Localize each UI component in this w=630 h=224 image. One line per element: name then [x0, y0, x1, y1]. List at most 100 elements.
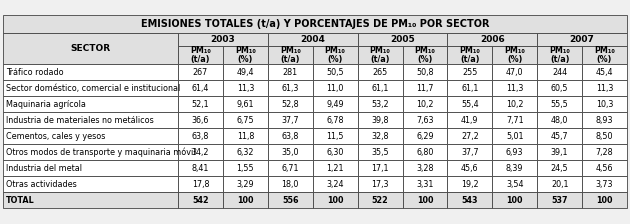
- Bar: [223, 64, 268, 80]
- Text: Otras actividades: Otras actividades: [6, 179, 77, 189]
- Text: 2003: 2003: [210, 35, 235, 44]
- Text: 18,0: 18,0: [282, 179, 299, 189]
- Bar: [3, 80, 178, 96]
- Text: 9,49: 9,49: [326, 99, 344, 108]
- Bar: [492, 64, 537, 80]
- Bar: [447, 176, 492, 192]
- Text: Industria del metal: Industria del metal: [6, 164, 82, 172]
- Text: 49,4: 49,4: [237, 67, 254, 77]
- Bar: [3, 144, 178, 160]
- Text: 37,7: 37,7: [282, 116, 299, 125]
- Bar: [447, 192, 492, 208]
- Text: 11,3: 11,3: [596, 84, 613, 93]
- Text: PM₁₀
(t/a): PM₁₀ (t/a): [280, 46, 301, 64]
- Text: 61,3: 61,3: [282, 84, 299, 93]
- Text: 3,24: 3,24: [326, 179, 344, 189]
- Text: 37,7: 37,7: [461, 147, 479, 157]
- Bar: [312, 176, 358, 192]
- Bar: [447, 160, 492, 176]
- Text: 2005: 2005: [390, 35, 415, 44]
- Bar: [582, 64, 627, 80]
- Text: 100: 100: [597, 196, 613, 205]
- Bar: [492, 192, 537, 208]
- Text: 5,01: 5,01: [506, 131, 524, 140]
- Text: 244: 244: [552, 67, 567, 77]
- Text: 39,8: 39,8: [371, 116, 389, 125]
- Bar: [582, 80, 627, 96]
- Text: PM₁₀
(t/a): PM₁₀ (t/a): [190, 46, 211, 64]
- Text: 556: 556: [282, 196, 299, 205]
- Bar: [403, 144, 447, 160]
- Bar: [358, 46, 403, 64]
- Bar: [312, 80, 358, 96]
- Bar: [223, 192, 268, 208]
- Bar: [312, 160, 358, 176]
- Text: Cementos, cales y yesos: Cementos, cales y yesos: [6, 131, 105, 140]
- Bar: [447, 33, 537, 46]
- Bar: [223, 46, 268, 64]
- Bar: [268, 80, 312, 96]
- Text: 36,6: 36,6: [192, 116, 209, 125]
- Text: 7,71: 7,71: [506, 116, 524, 125]
- Bar: [268, 112, 312, 128]
- Text: 267: 267: [193, 67, 208, 77]
- Bar: [312, 96, 358, 112]
- Bar: [582, 192, 627, 208]
- Text: 17,8: 17,8: [192, 179, 209, 189]
- Bar: [178, 64, 223, 80]
- Text: 48,0: 48,0: [551, 116, 568, 125]
- Bar: [178, 112, 223, 128]
- Text: 3,73: 3,73: [596, 179, 613, 189]
- Bar: [268, 128, 312, 144]
- Bar: [358, 33, 447, 46]
- Bar: [223, 144, 268, 160]
- Text: 3,28: 3,28: [416, 164, 433, 172]
- Bar: [537, 80, 582, 96]
- Text: 100: 100: [416, 196, 433, 205]
- Bar: [447, 96, 492, 112]
- Bar: [3, 112, 178, 128]
- Bar: [178, 192, 223, 208]
- Bar: [492, 46, 537, 64]
- Text: 1,55: 1,55: [236, 164, 254, 172]
- Text: 20,1: 20,1: [551, 179, 568, 189]
- Text: 6,80: 6,80: [416, 147, 433, 157]
- Bar: [223, 128, 268, 144]
- Bar: [358, 192, 403, 208]
- Bar: [358, 64, 403, 80]
- Bar: [447, 128, 492, 144]
- Text: 6,32: 6,32: [237, 147, 254, 157]
- Bar: [358, 112, 403, 128]
- Text: 2006: 2006: [480, 35, 505, 44]
- Bar: [3, 96, 178, 112]
- Text: 9,61: 9,61: [237, 99, 254, 108]
- Bar: [178, 33, 268, 46]
- Text: 19,2: 19,2: [461, 179, 479, 189]
- Bar: [358, 128, 403, 144]
- Text: 60,5: 60,5: [551, 84, 568, 93]
- Bar: [537, 96, 582, 112]
- Bar: [358, 96, 403, 112]
- Text: 52,1: 52,1: [192, 99, 209, 108]
- Text: 8,50: 8,50: [596, 131, 613, 140]
- Text: 3,29: 3,29: [236, 179, 254, 189]
- Text: PM₁₀
(%): PM₁₀ (%): [594, 46, 615, 64]
- Bar: [312, 46, 358, 64]
- Bar: [3, 160, 178, 176]
- Bar: [403, 96, 447, 112]
- Bar: [268, 46, 312, 64]
- Bar: [223, 112, 268, 128]
- Bar: [3, 33, 178, 64]
- Text: 3,31: 3,31: [416, 179, 433, 189]
- Text: 6,93: 6,93: [506, 147, 524, 157]
- Bar: [582, 160, 627, 176]
- Text: EMISIONES TOTALES (t/a) Y PORCENTAJES DE PM₁₀ POR SECTOR: EMISIONES TOTALES (t/a) Y PORCENTAJES DE…: [140, 19, 490, 29]
- Text: PM₁₀
(%): PM₁₀ (%): [415, 46, 435, 64]
- Bar: [312, 144, 358, 160]
- Bar: [403, 128, 447, 144]
- Text: 27,2: 27,2: [461, 131, 479, 140]
- Bar: [178, 144, 223, 160]
- Text: 522: 522: [372, 196, 389, 205]
- Text: 265: 265: [372, 67, 387, 77]
- Text: 35,0: 35,0: [282, 147, 299, 157]
